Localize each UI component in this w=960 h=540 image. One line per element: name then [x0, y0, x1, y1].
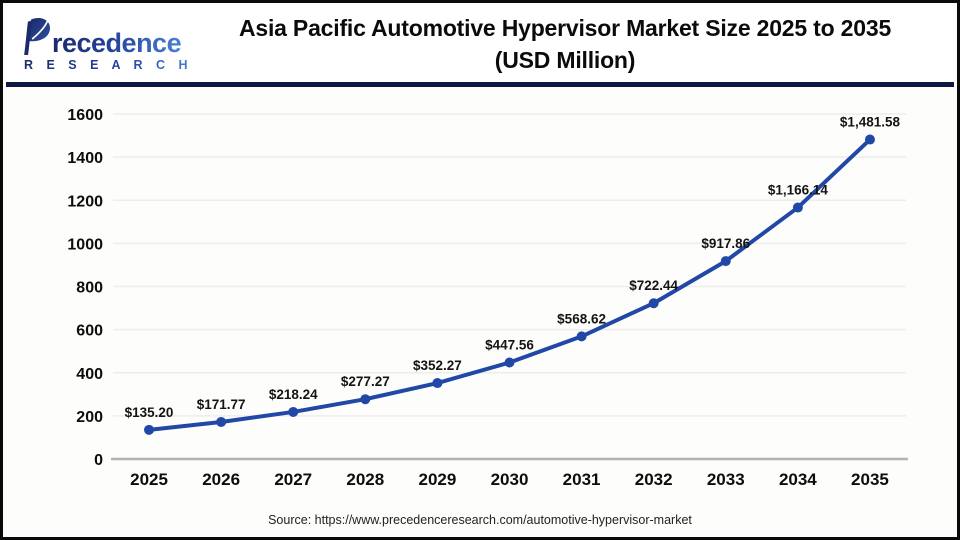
- data-point: [360, 394, 371, 405]
- x-axis-tick-label: 2030: [491, 470, 529, 489]
- data-point-label: $568.62: [557, 311, 606, 326]
- header: recedence R E S E A R C H Asia Pacific A…: [6, 6, 954, 82]
- data-point-label: $352.27: [413, 358, 462, 373]
- leaf-p-icon: [24, 17, 51, 55]
- chart-title-line1: Asia Pacific Automotive Hypervisor Marke…: [238, 15, 892, 41]
- data-point: [504, 357, 515, 368]
- y-axis-tick-label: 1600: [67, 107, 103, 124]
- data-point: [288, 406, 299, 417]
- data-point-label: $447.56: [485, 337, 534, 352]
- x-axis-tick-label: 2025: [130, 470, 168, 489]
- data-point: [216, 416, 227, 427]
- x-axis-tick-label: 2029: [418, 470, 456, 489]
- x-axis-tick-label: 2035: [851, 470, 889, 489]
- x-axis-tick-label: 2031: [563, 470, 601, 489]
- y-axis-tick-label: 1200: [67, 193, 103, 210]
- x-axis-tick-label: 2026: [202, 470, 240, 489]
- data-point-label: $1,481.58: [840, 115, 901, 130]
- data-point: [144, 424, 155, 435]
- y-axis-tick-label: 1400: [67, 150, 103, 167]
- data-point: [864, 134, 875, 145]
- y-axis-tick-label: 400: [76, 366, 103, 383]
- x-axis-tick-label: 2033: [707, 470, 745, 489]
- y-axis-tick-label: 1000: [67, 236, 103, 253]
- header-divider: [6, 82, 954, 87]
- data-point-label: $218.24: [269, 387, 318, 402]
- x-axis-tick-label: 2034: [779, 470, 817, 489]
- chart-title: Asia Pacific Automotive Hypervisor Marke…: [196, 12, 954, 76]
- y-axis-tick-label: 600: [76, 323, 103, 340]
- data-point: [792, 202, 803, 213]
- data-point: [720, 256, 731, 267]
- precedence-logo: recedence R E S E A R C H: [6, 17, 196, 72]
- market-size-line-chart: 0 200 400 600 800 1000 1200 1400 1600 2025 2026 202…: [67, 107, 908, 489]
- data-point: [432, 378, 443, 389]
- chart-title-line2: (USD Million): [494, 47, 636, 73]
- logo-subtext: R E S E A R C H: [22, 58, 196, 72]
- data-point-label: $171.77: [197, 397, 246, 412]
- x-axis-tick-label: 2027: [274, 470, 312, 489]
- y-axis-tick-label: 800: [76, 280, 103, 297]
- y-axis-tick-label: 200: [76, 409, 103, 426]
- data-point-label: $917.86: [701, 236, 750, 251]
- source-attribution: Source: https://www.precedenceresearch.c…: [268, 513, 692, 527]
- x-axis-tick-label: 2028: [346, 470, 384, 489]
- y-axis-tick-label: 0: [94, 452, 103, 469]
- x-axis-tick-label: 2032: [635, 470, 673, 489]
- logo-text: recedence: [52, 27, 182, 58]
- data-point: [576, 331, 587, 342]
- data-point-label: $277.27: [341, 374, 390, 389]
- logo-wordmark: recedence: [22, 17, 196, 58]
- data-point-label: $722.44: [629, 278, 678, 293]
- data-point: [648, 298, 659, 309]
- data-point-label: $135.20: [125, 405, 174, 420]
- series-line: [147, 137, 872, 432]
- data-point-label: $1,166.14: [768, 183, 829, 198]
